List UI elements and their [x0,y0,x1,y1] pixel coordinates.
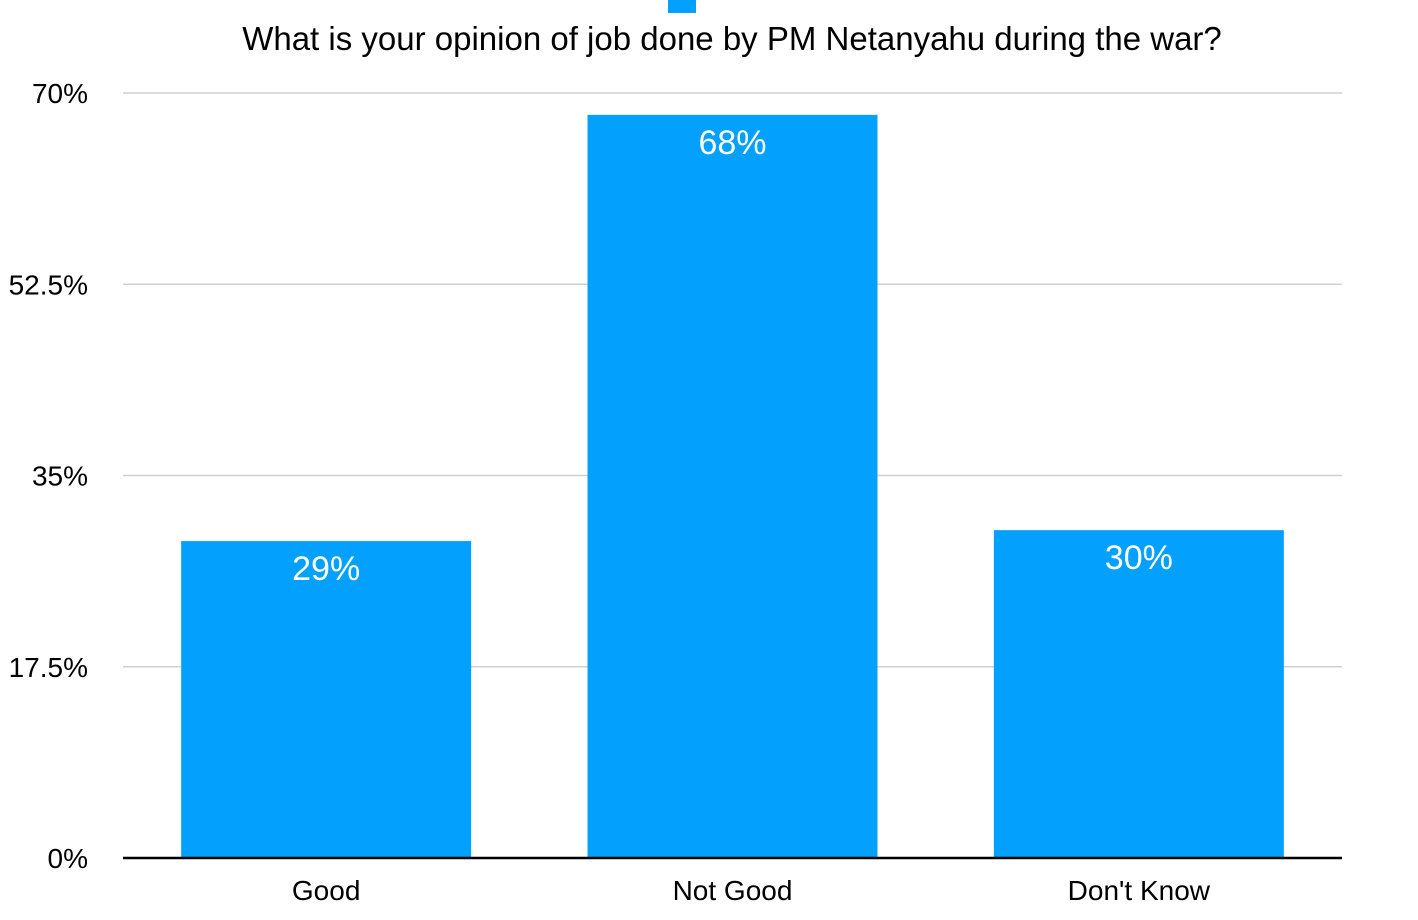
data-label: 30% [1105,539,1173,577]
legend-swatch [668,0,696,13]
x-category-label: Don't Know [1068,875,1211,906]
data-label: 68% [698,124,766,162]
x-category-label: Not Good [673,875,793,906]
bar-not-good [587,114,878,859]
data-label: 29% [292,550,360,588]
chart-title: What is your opinion of job done by PM N… [242,20,1222,57]
x-category-label: Good [292,875,361,906]
y-tick-label: 0% [48,843,88,874]
data-labels: 29% 68% 30% [292,124,1173,588]
y-tick-label: 35% [32,461,88,492]
bars [181,114,1284,859]
bar-don-t-know [993,530,1284,858]
x-axis-categories: Good Not Good Don't Know [292,875,1211,906]
y-tick-label: 70% [32,78,88,109]
bar-good [181,541,472,858]
y-tick-label: 52.5% [9,269,88,300]
y-axis-ticks: 0% 17.5% 35% 52.5% 70% [9,78,88,874]
y-tick-label: 17.5% [9,652,88,683]
